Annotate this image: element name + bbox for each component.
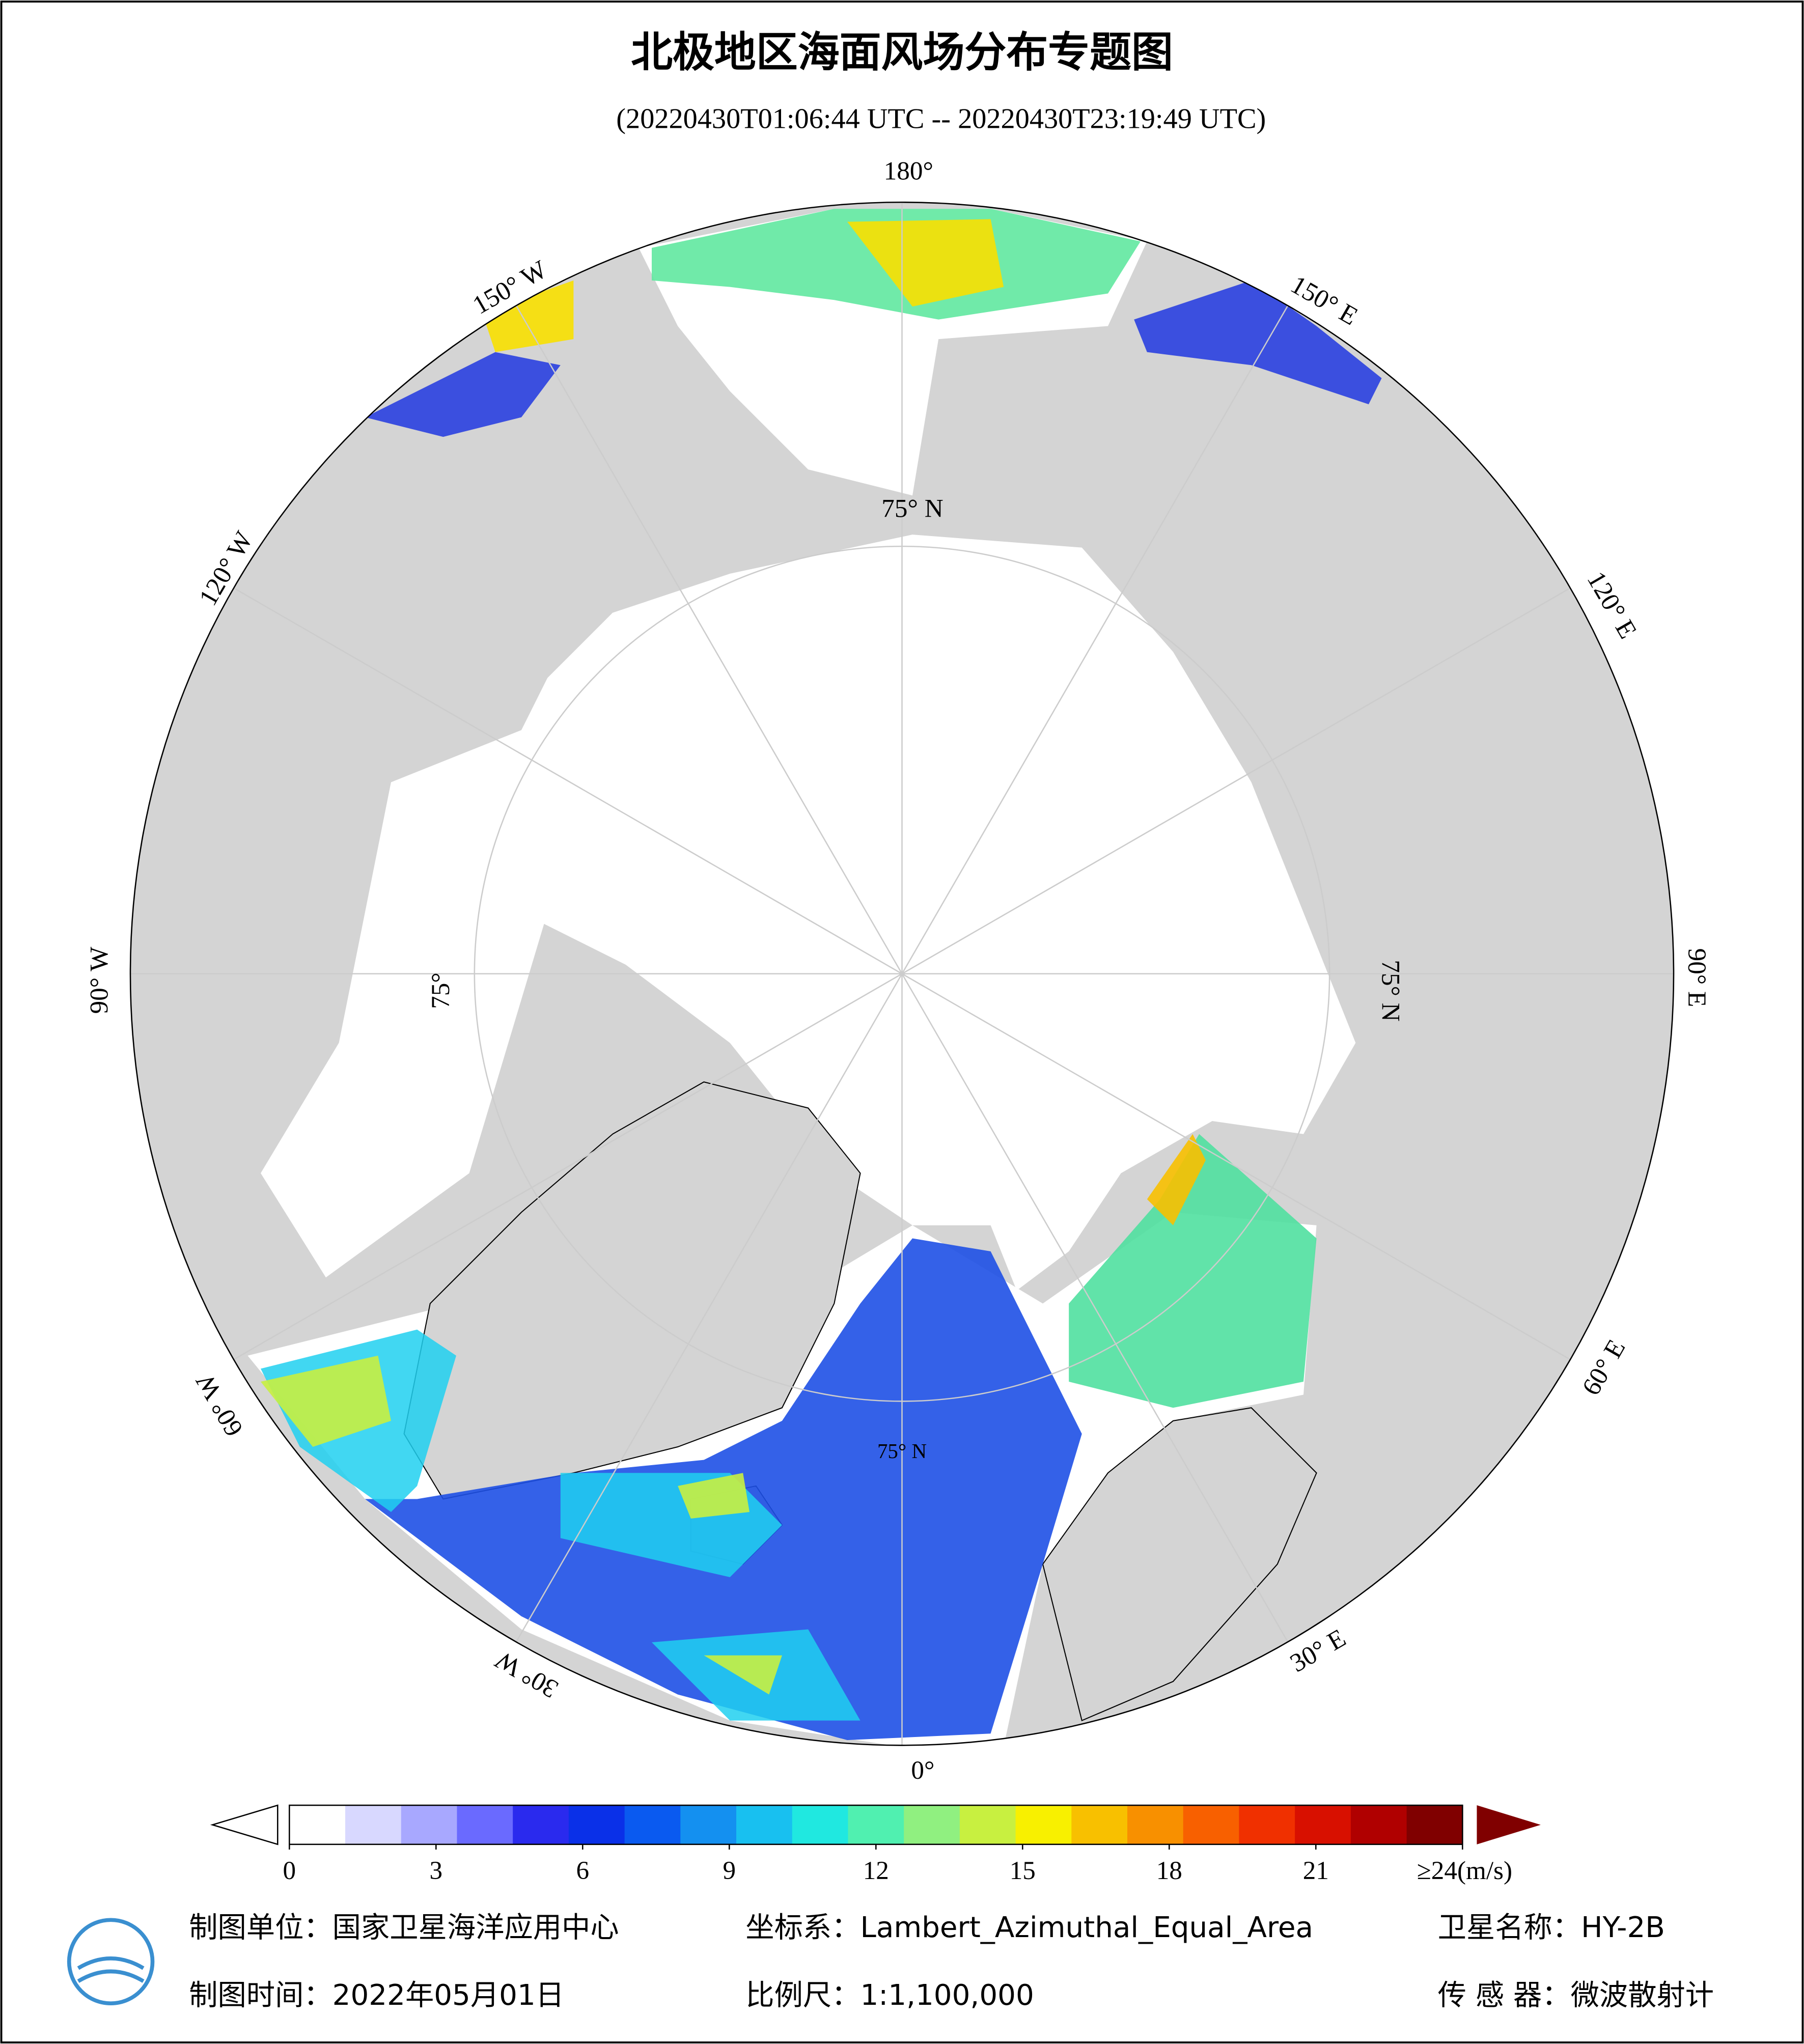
wind-pacific-yellow (482, 219, 1004, 352)
colorbar-swatch (1015, 1805, 1072, 1844)
footer-coord: 坐标系：Lambert_Azimuthal_Equal_Area (745, 1911, 1313, 1944)
colorbar-tick-label: 6 (576, 1856, 590, 1885)
footer-unit: 制图单位：国家卫星海洋应用中心 (189, 1911, 619, 1944)
colorbar-swatch (513, 1805, 570, 1844)
colorbar-swatch (959, 1805, 1016, 1844)
colorbar-tick-label: 9 (723, 1856, 736, 1885)
meridian (901, 973, 1294, 1651)
wind-patch-yellow (260, 1355, 782, 1695)
map (130, 202, 1674, 1746)
lon-label: 90° E (1682, 948, 1711, 1007)
footer-satellite: 卫星名称：HY-2B (1438, 1911, 1665, 1944)
wind-barents (1069, 1134, 1317, 1408)
meridian (901, 582, 1580, 974)
colorbar-swatch (1406, 1805, 1463, 1844)
footer-date: 制图时间：2022年05月01日 (189, 1979, 564, 2012)
footer: 制图单位：国家卫星海洋应用中心 坐标系：Lambert_Azimuthal_Eq… (67, 1911, 1714, 2012)
colorbar-tick-label: 15 (1010, 1856, 1036, 1885)
lat-label: 75° N (881, 494, 943, 523)
lon-label: 0° (911, 1756, 934, 1785)
colorbar-tick-label: 12 (863, 1856, 889, 1885)
colorbar-swatch (289, 1805, 346, 1844)
wind-barents-yellow (1147, 1134, 1206, 1225)
colorbar: 0 3 6 9 12 15 18 21 ≥24(m/s) (210, 1804, 1541, 1885)
colorbar-swatch (568, 1805, 625, 1844)
logo-waves (77, 1956, 145, 1983)
wind-alaska (365, 280, 1382, 437)
logo (67, 1918, 155, 2005)
colorbar-tick-label: ≥24(m/s) (1417, 1856, 1512, 1885)
colorbar-tick-label: 3 (430, 1856, 443, 1885)
meridian (901, 973, 1580, 1365)
colorbar-swatch (1239, 1805, 1296, 1844)
wind-atlantic-band (260, 1329, 861, 1721)
footer-sensor: 传 感 器：微波散射计 (1438, 1979, 1714, 2012)
colorbar-tick-label: 18 (1156, 1856, 1182, 1885)
colorbar-min-arrow (210, 1804, 279, 1845)
map-border (129, 201, 1675, 1746)
meridian (510, 973, 903, 1651)
colorbar-swatch (1350, 1805, 1407, 1844)
colorbar-swatch (624, 1805, 681, 1844)
scandinavia (1042, 1407, 1317, 1722)
title: 北极地区海面风场分布专题图 (631, 28, 1173, 76)
lat-label: 75° N (1376, 960, 1405, 1021)
colorbar-swatch (736, 1805, 793, 1844)
footer-scale: 比例尺：1:1,100,000 (745, 1979, 1034, 2012)
meridian (224, 582, 903, 974)
colorbar-swatch (904, 1805, 961, 1844)
meridians (130, 202, 1674, 1746)
colorbar-swatch (457, 1805, 514, 1844)
subtitle: (20220430T01:06:44 UTC -- 20220430T23:19… (616, 103, 1266, 134)
lat-label: 75° (426, 972, 455, 1009)
meridian (901, 296, 1294, 974)
lon-label: 90° W (85, 946, 114, 1014)
colorbar-swatch (1295, 1805, 1352, 1844)
colorbar-tick-label: 21 (1303, 1856, 1329, 1885)
colorbar-tick-label: 0 (283, 1856, 296, 1885)
greenland (403, 1081, 861, 1500)
colorbar-swatch (680, 1805, 737, 1844)
lon-label: 180° (884, 157, 933, 186)
colorbar-swatch (345, 1805, 402, 1844)
colorbar-swatch (1183, 1805, 1240, 1844)
colorbar-swatch (1127, 1805, 1184, 1844)
lat-label: 75° N (877, 1440, 927, 1463)
colorbar-swatch (1071, 1805, 1128, 1844)
meridian (510, 296, 903, 974)
colorbar-swatch (792, 1805, 849, 1844)
colorbar-max-arrow (1477, 1805, 1541, 1844)
colorbar-swatch (848, 1805, 905, 1844)
meridian (224, 973, 903, 1365)
colorbar-swatch (401, 1805, 458, 1844)
